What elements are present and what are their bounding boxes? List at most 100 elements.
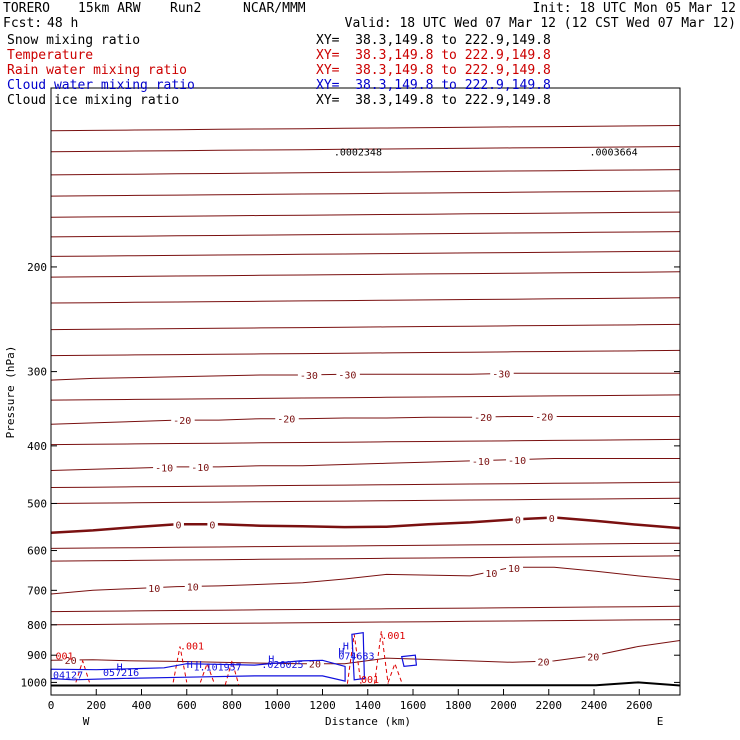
isotherm-label: -20 <box>173 416 191 427</box>
y-tick-label: 200 <box>27 261 47 274</box>
isotherm-line <box>50 190 681 197</box>
isotherm-label: 10 <box>508 564 520 575</box>
isotherm-line <box>50 394 681 401</box>
isotherm-label: -10 <box>508 456 526 467</box>
x-tick-label: 800 <box>222 699 242 712</box>
field-xy-rain: XY= 38.3,149.8 to 222.9,149.8 <box>316 63 551 78</box>
field-name-cloud-ice: Cloud ice mixing ratio <box>7 93 180 108</box>
isotherm-line <box>50 211 681 218</box>
isotherm-label: 10 <box>148 584 160 595</box>
isotherm-label: -10 <box>155 464 173 475</box>
isotherm-label-bg <box>535 655 553 668</box>
isotherm-line <box>50 271 681 278</box>
x-axis-label: Distance (km) <box>325 715 411 728</box>
cloud-ice-label: .0003664 <box>589 148 637 159</box>
isotherm-line-minus10 <box>50 458 680 471</box>
isotherm-line-20 <box>50 640 681 665</box>
y-tick-label: 900 <box>27 649 47 662</box>
high-marker: H <box>268 654 274 665</box>
forecast-value: 48 h <box>47 16 79 31</box>
rain-contour <box>75 659 90 683</box>
isotherm-label: 0 <box>515 515 521 526</box>
isotherm-label-bg <box>490 367 514 380</box>
isotherm-label-bg <box>297 369 322 382</box>
field-xy-cloud-ice: XY= 38.3,149.8 to 222.9,149.8 <box>316 93 551 108</box>
cloud-water-contour <box>50 659 346 682</box>
field-name-rain: Rain water mixing ratio <box>7 63 188 78</box>
isotherm-label-bg <box>153 461 177 474</box>
isotherm-line-minus20 <box>50 416 680 425</box>
isotherm-label: 10 <box>187 582 199 593</box>
isotherm-line <box>50 555 681 562</box>
run-label: Run2 <box>170 1 202 16</box>
isotherm-label-bg <box>472 411 496 424</box>
isotherm-label: 20 <box>65 656 77 667</box>
x-tick-label: 400 <box>132 699 152 712</box>
y-tick-label: 400 <box>27 440 47 453</box>
field-xy-cloud-water: XY= 38.3,149.8 to 222.9,149.8 <box>316 78 551 93</box>
isotherm-line <box>50 438 681 446</box>
isotherm-line <box>50 231 681 238</box>
cloud-water-contour <box>351 632 366 681</box>
high-marker: H <box>196 660 202 671</box>
isotherm-line-10 <box>50 566 681 595</box>
cloud-water-contour <box>400 654 418 668</box>
field-xy-temperature: XY= 38.3,149.8 to 222.9,149.8 <box>316 48 551 63</box>
y-tick-label: 1000 <box>21 676 48 689</box>
isotherm-line <box>50 481 681 488</box>
isotherm-label-bg <box>506 453 530 466</box>
isotherm-label-bg <box>189 460 213 473</box>
model-resolution: 15km ARW <box>78 1 141 16</box>
isotherm-line <box>50 146 681 153</box>
rain-label: .001 <box>381 631 405 642</box>
isotherm-label-bg <box>184 580 202 593</box>
rain-contour <box>374 631 389 684</box>
isotherm-line <box>50 323 681 331</box>
x-tick-label: 2400 <box>581 699 608 712</box>
x-tick-label: 2200 <box>536 699 563 712</box>
isotherm-line <box>50 605 681 613</box>
isotherm-label-bg <box>62 654 80 667</box>
x-tick-label: 200 <box>86 699 106 712</box>
plot-frame <box>50 87 681 696</box>
x-tick-label: 1600 <box>400 699 427 712</box>
isotherm-label-bg <box>173 518 184 531</box>
high-marker: H <box>117 663 123 674</box>
isotherm-label: -20 <box>474 413 492 424</box>
cloud-water-label: 1.101957 <box>194 663 242 674</box>
field-xy-snow: XY= 38.3,149.8 to 222.9,149.8 <box>316 33 551 48</box>
rain-label: 001 <box>361 675 379 686</box>
org-label: NCAR/MMM <box>243 1 306 16</box>
x-tick-label: 1400 <box>355 699 382 712</box>
isotherm-label: 20 <box>537 657 549 668</box>
x-tick-label: 2000 <box>490 699 517 712</box>
cloud-ice-label: .0002348 <box>334 148 382 159</box>
x-tick-label: 1000 <box>264 699 291 712</box>
isotherm-label-bg <box>207 518 218 531</box>
isotherm-label: 10 <box>485 569 497 580</box>
isotherm-label-bg <box>171 414 195 427</box>
y-axis-label: Pressure (hPa) <box>4 346 17 439</box>
y-tick-label: 500 <box>27 497 47 510</box>
x-tick-label: 600 <box>177 699 197 712</box>
isotherm-line <box>50 125 681 132</box>
isotherm-label: -10 <box>472 457 490 468</box>
field-name-temperature: Temperature <box>7 48 94 63</box>
isotherm-line <box>50 169 681 176</box>
x-tick-label: 2600 <box>626 699 653 712</box>
isotherm-line-minus30 <box>50 372 680 381</box>
x-tick-label: 1200 <box>309 699 336 712</box>
isotherm-label: -30 <box>300 371 318 382</box>
isotherm-label-bg <box>585 650 603 663</box>
cloud-water-label: 057216 <box>103 668 139 679</box>
cloud-water-label: .026025 <box>261 660 303 671</box>
rain-label: .001 <box>180 641 204 652</box>
west-endpoint-label: W <box>83 715 90 728</box>
isotherm-line-0 <box>50 516 681 534</box>
isotherm-line <box>50 250 681 257</box>
y-tick-label: 700 <box>27 584 47 597</box>
isotherm-label: 20 <box>587 652 599 663</box>
init-time: Init: 18 UTC Mon 05 Mar 12 <box>532 1 737 16</box>
field-name-cloud-water: Cloud water mixing ratio <box>7 78 195 93</box>
